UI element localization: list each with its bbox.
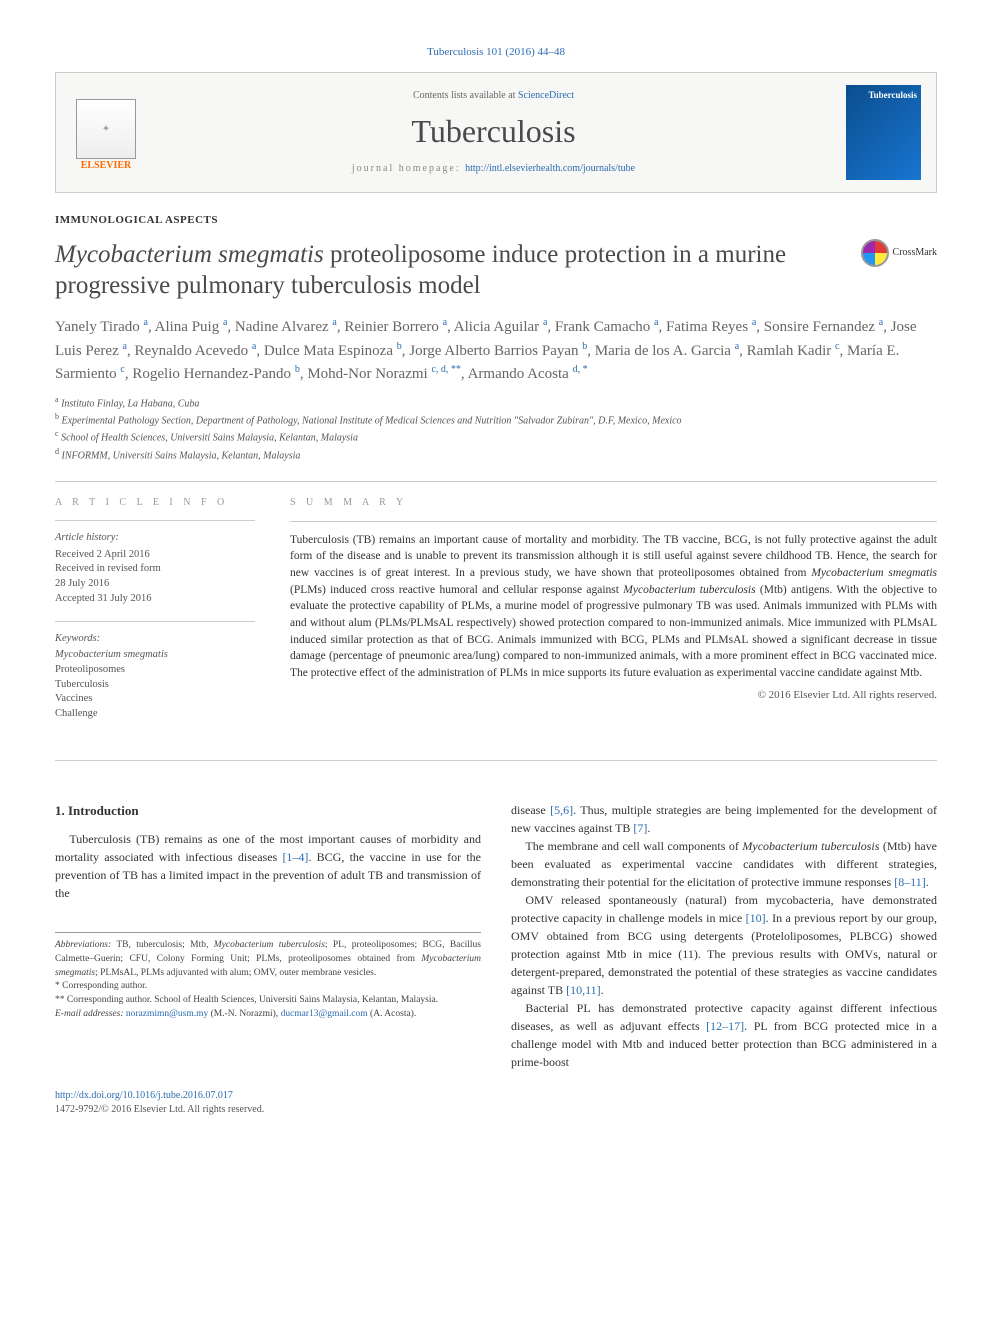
copyright-line: © 2016 Elsevier Ltd. All rights reserved… — [290, 688, 937, 704]
ref-link[interactable]: [10,11] — [566, 983, 601, 997]
article-title: Mycobacterium smegmatis proteoliposome i… — [55, 239, 841, 302]
col2-p4: Bacterial PL has demonstrated protective… — [511, 999, 937, 1071]
text: disease — [511, 803, 550, 817]
divider — [55, 481, 937, 482]
contents-prefix: Contents lists available at — [413, 90, 518, 101]
history-lines: Received 2 April 2016Received in revised… — [55, 548, 255, 607]
crossmark-icon — [861, 239, 889, 267]
keywords-label: Keywords: — [55, 632, 255, 647]
email-link-1[interactable]: norazmimn@usm.my — [126, 1009, 208, 1019]
journal-cover-thumb: Tuberculosis — [846, 85, 921, 180]
issn-line: 1472-9792/© 2016 Elsevier Ltd. All right… — [55, 1104, 264, 1115]
sciencedirect-link[interactable]: ScienceDirect — [518, 90, 574, 101]
intro-p1: Tuberculosis (TB) remains as one of the … — [55, 830, 481, 902]
summary-text: Tuberculosis (TB) remains an important c… — [290, 532, 937, 682]
col2-p1: disease [5,6]. Thus, multiple strategies… — [511, 801, 937, 837]
authors-list: Yanely Tirado a, Alina Puig a, Nadine Al… — [55, 315, 937, 386]
crossmark-badge[interactable]: CrossMark — [861, 239, 937, 267]
text-italic: Mycobacterium tuberculosis — [742, 839, 879, 853]
homepage-line: journal homepage: http://intl.elsevierhe… — [156, 162, 831, 176]
corr2: ** Corresponding author. School of Healt… — [55, 994, 481, 1008]
divider — [55, 760, 937, 761]
intro-heading: 1. Introduction — [55, 801, 481, 821]
emails: E-mail addresses: norazmimn@usm.my (M.-N… — [55, 1008, 481, 1022]
email-who-2: (A. Acosta). — [368, 1009, 417, 1019]
ref-link[interactable]: [8–11] — [894, 875, 926, 889]
history-label: Article history: — [55, 531, 255, 546]
section-label: IMMUNOLOGICAL ASPECTS — [55, 213, 937, 228]
ref-link[interactable]: [1–4] — [282, 850, 308, 864]
ref-link[interactable]: [7] — [633, 821, 647, 835]
abbr-text: TB, tuberculosis; Mtb, Mycobacterium tub… — [55, 940, 481, 978]
keywords-lines: Mycobacterium smegmatisProteoliposomesTu… — [55, 648, 255, 721]
ref-link[interactable]: [10] — [746, 911, 766, 925]
corr1: * Corresponding author. — [55, 980, 481, 994]
divider — [55, 520, 255, 521]
text: . — [601, 983, 604, 997]
crossmark-label: CrossMark — [893, 246, 937, 260]
ref-link[interactable]: [12–17] — [706, 1019, 744, 1033]
col2-p3: OMV released spontaneously (natural) fro… — [511, 891, 937, 999]
abbreviations: Abbreviations: TB, tuberculosis; Mtb, My… — [55, 939, 481, 980]
journal-name: Tuberculosis — [156, 109, 831, 154]
email-link-2[interactable]: ducmar13@gmail.com — [281, 1009, 368, 1019]
header-center: Contents lists available at ScienceDirec… — [156, 89, 831, 176]
col2-p2: The membrane and cell wall components of… — [511, 837, 937, 891]
footnotes: Abbreviations: TB, tuberculosis; Mtb, My… — [55, 932, 481, 1022]
homepage-link[interactable]: http://intl.elsevierhealth.com/journals/… — [465, 163, 635, 174]
body-column-left: 1. Introduction Tuberculosis (TB) remain… — [55, 801, 481, 1071]
body-column-right: disease [5,6]. Thus, multiple strategies… — [511, 801, 937, 1071]
homepage-prefix: journal homepage: — [352, 163, 465, 174]
text: . — [647, 821, 650, 835]
text: . Thus, multiple strategies are being im… — [511, 803, 937, 835]
ref-link[interactable]: [5,6] — [550, 803, 573, 817]
abbr-label: Abbreviations: — [55, 940, 111, 950]
elsevier-logo: ✦ ELSEVIER — [71, 93, 141, 173]
divider — [290, 521, 937, 522]
email-who-1: (M.-N. Norazmi), — [208, 1009, 280, 1019]
summary-column: S U M M A R Y Tuberculosis (TB) remains … — [290, 496, 937, 736]
title-italic: Mycobacterium smegmatis — [55, 241, 324, 268]
citation-line: Tuberculosis 101 (2016) 44–48 — [55, 45, 937, 60]
text: The membrane and cell wall components of — [525, 839, 742, 853]
contents-available: Contents lists available at ScienceDirec… — [156, 89, 831, 103]
summary-heading: S U M M A R Y — [290, 496, 937, 511]
divider — [55, 621, 255, 622]
publisher-label: ELSEVIER — [81, 159, 132, 173]
email-label: E-mail addresses: — [55, 1009, 126, 1019]
elsevier-tree-icon: ✦ — [76, 99, 136, 159]
article-info-column: A R T I C L E I N F O Article history: R… — [55, 496, 255, 736]
journal-header: ✦ ELSEVIER Contents lists available at S… — [55, 72, 937, 193]
footer-block: http://dx.doi.org/10.1016/j.tube.2016.07… — [55, 1089, 937, 1117]
article-info-heading: A R T I C L E I N F O — [55, 496, 255, 510]
affiliations-list: a Instituto Finlay, La Habana, Cubab Exp… — [55, 394, 937, 463]
doi-link[interactable]: http://dx.doi.org/10.1016/j.tube.2016.07… — [55, 1090, 233, 1101]
text: . — [926, 875, 929, 889]
